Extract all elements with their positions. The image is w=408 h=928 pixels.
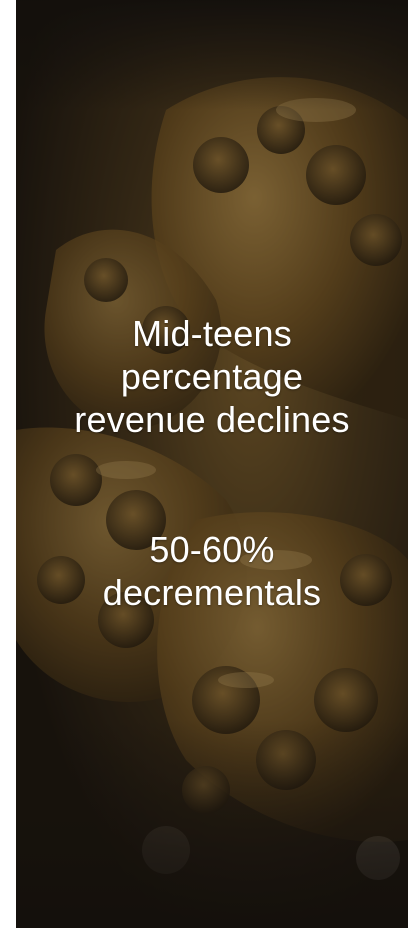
statement-revenue-line-1: Mid-teens [132, 313, 292, 354]
dark-overlay [16, 0, 408, 928]
statement-decrementals: 50-60% decrementals [16, 528, 408, 614]
statement-revenue-line-2: percentage [120, 356, 304, 397]
drill-bit-photo-image [16, 0, 408, 928]
statement-revenue: Mid-teens percentage revenue declines [16, 312, 408, 441]
statement-decrementals-line-1: 50-60% [149, 529, 275, 570]
statement-decrementals-line-2: decrementals [102, 572, 322, 613]
statement-revenue-line-3: revenue declines [74, 399, 350, 440]
image-panel: Mid-teens percentage revenue declines 50… [16, 0, 408, 928]
